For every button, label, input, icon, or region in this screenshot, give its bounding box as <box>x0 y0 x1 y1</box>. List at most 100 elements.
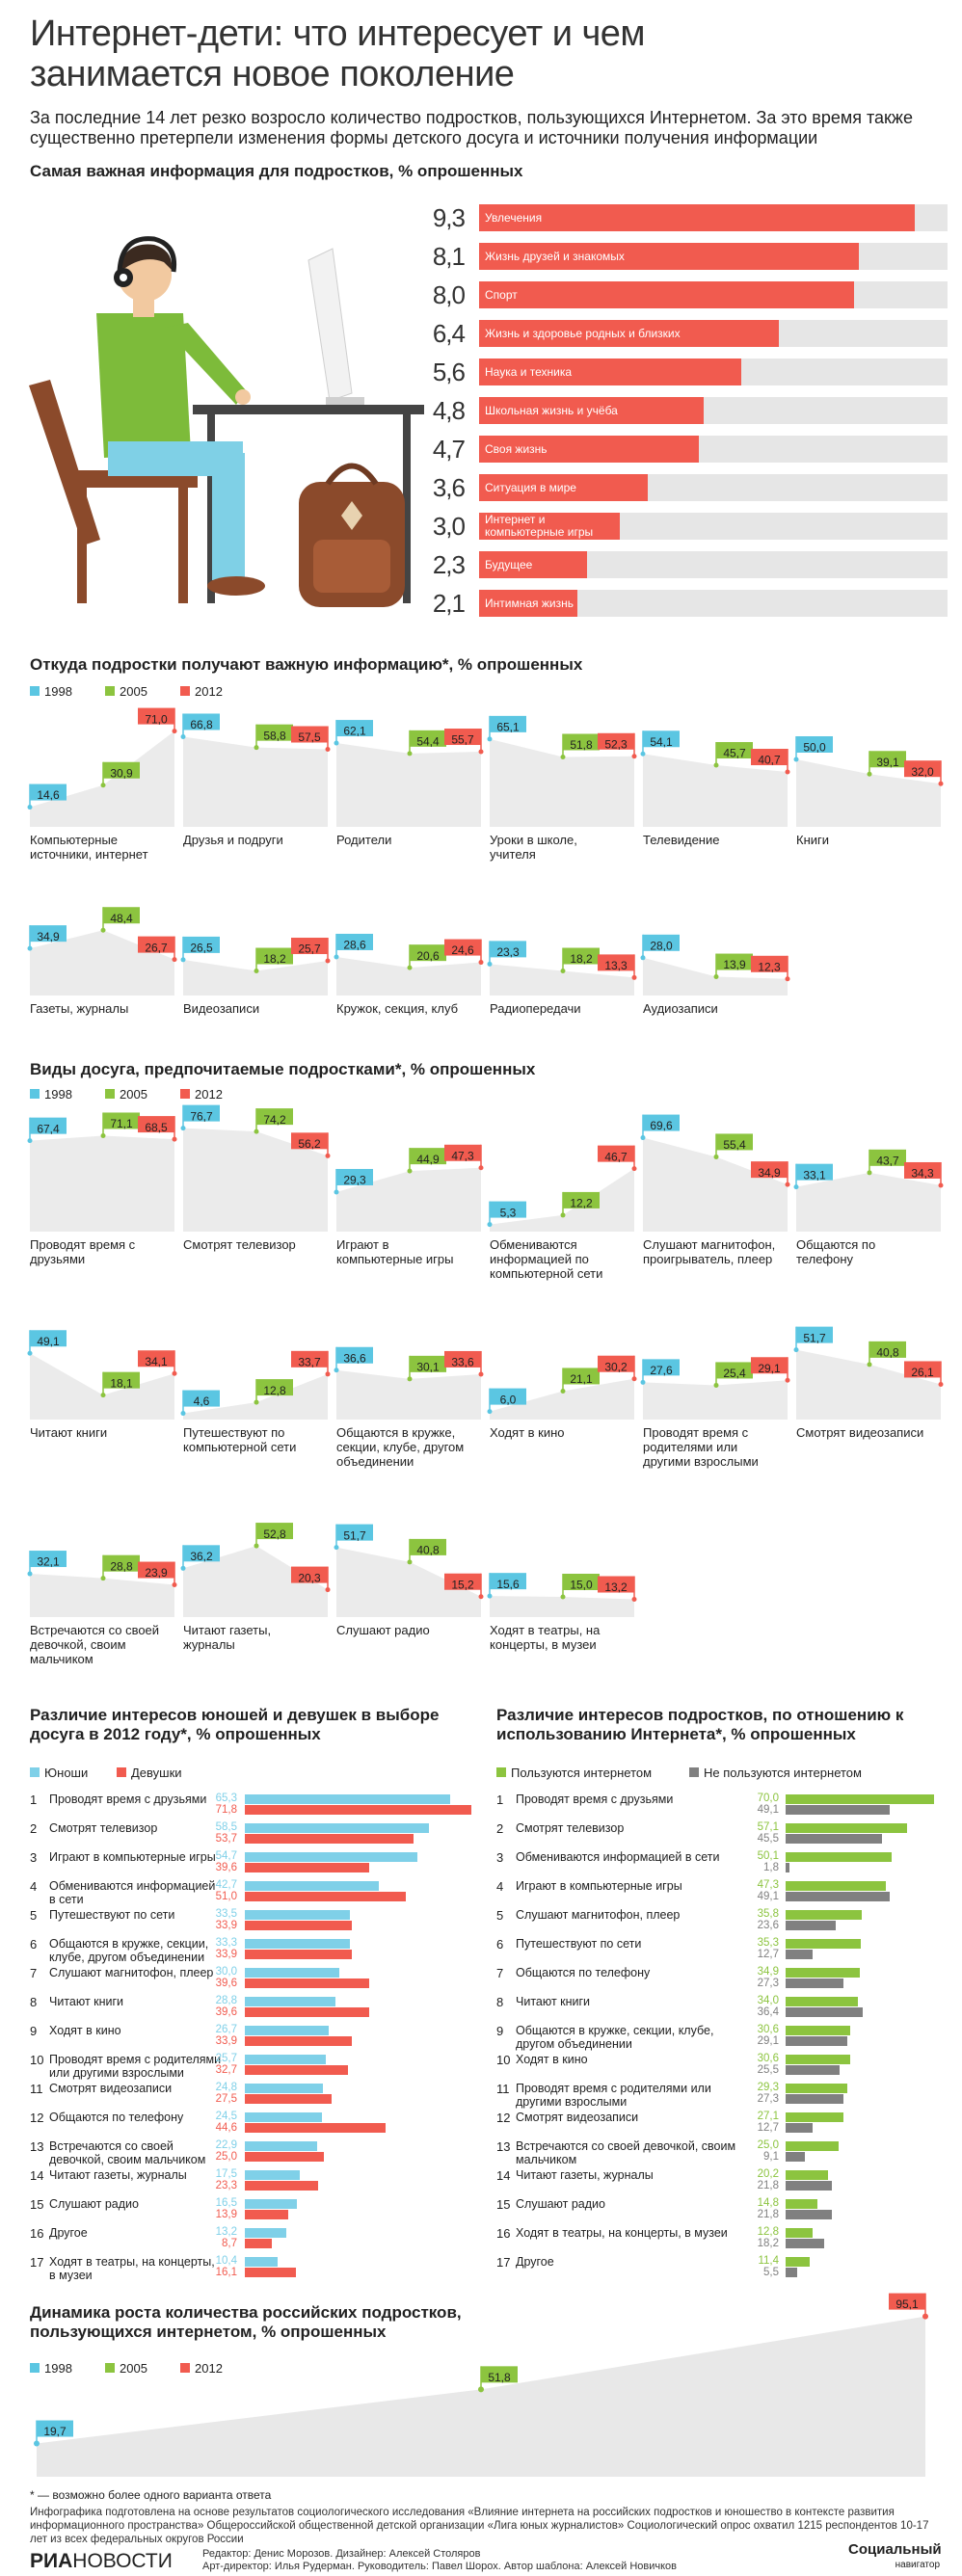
bar <box>786 2257 811 2267</box>
mini-chart: 4,6 12,8 33,7 <box>180 1350 331 1420</box>
rank: 17 <box>496 2255 511 2270</box>
value-label: 8,1 <box>432 242 466 271</box>
category-label: Слушают радио <box>49 2197 139 2211</box>
mini-chart: 26,5 18,2 25,7 <box>180 936 331 996</box>
bar <box>786 2181 832 2191</box>
flag <box>598 1576 634 1593</box>
logo-left-rest: НОВОСТИ <box>72 2550 173 2572</box>
point <box>785 769 790 775</box>
value-label: 28,8 <box>110 1559 133 1573</box>
logo-right: Социальный навигатор <box>848 2542 942 2573</box>
area <box>490 1596 634 1617</box>
value-label: 39,6 <box>215 2006 237 2018</box>
bar <box>245 2228 287 2238</box>
flag <box>904 1361 941 1378</box>
value-label: 48,4 <box>110 912 133 925</box>
rank: 15 <box>496 2197 511 2212</box>
flag <box>30 1330 67 1347</box>
value-label: 76,7 <box>190 1109 213 1123</box>
point <box>27 1138 33 1144</box>
monitor <box>307 248 353 402</box>
flag <box>103 907 140 924</box>
value-label: 28,6 <box>343 939 366 952</box>
flag <box>716 742 753 759</box>
rank: 1 <box>496 1793 504 1807</box>
mini-chart: 33,1 43,7 34,3 <box>793 1149 944 1232</box>
bar <box>786 1997 858 2006</box>
bar <box>245 1950 352 1959</box>
legend-label: 1998 <box>44 1087 72 1102</box>
bar <box>786 2123 813 2133</box>
bar <box>245 1939 350 1949</box>
mini-chart: 51,7 40,8 26,1 <box>793 1326 944 1420</box>
value-label: 26,7 <box>145 941 168 954</box>
bar <box>245 2199 297 2209</box>
flag <box>336 933 373 950</box>
point <box>254 745 259 751</box>
category-label: Играют в компьютерные игры <box>49 1850 216 1864</box>
bar-label: Будущее <box>485 557 533 571</box>
flag <box>291 1566 328 1583</box>
credits: Арт-директор: Илья Рудерман. Руководител… <box>202 2561 678 2572</box>
bar <box>245 2084 323 2093</box>
value-label: 51,7 <box>343 1528 366 1542</box>
flag <box>256 724 293 741</box>
bar <box>245 1997 336 2006</box>
point <box>793 757 799 762</box>
category-label: Ходят в кино <box>490 1425 565 1440</box>
value-label: 54,4 <box>416 735 440 749</box>
rank: 8 <box>496 1995 504 2009</box>
area <box>183 1546 328 1617</box>
bar-label: Жизнь друзей и знакомых <box>485 249 625 263</box>
value-label: 68,5 <box>145 1121 168 1134</box>
point <box>180 733 186 739</box>
legend-label: 1998 <box>44 2361 72 2376</box>
bar <box>786 1968 860 1978</box>
value-label: 32,7 <box>215 2064 237 2076</box>
value-label: 9,3 <box>432 203 466 232</box>
legend-swatch <box>30 1089 40 1099</box>
point <box>34 2440 40 2447</box>
point <box>631 1166 637 1172</box>
bar-label: Интимная жизнь <box>485 596 574 610</box>
mini-chart: 49,1 18,1 34,1 <box>27 1330 177 1420</box>
rank: 16 <box>30 2226 44 2241</box>
flag <box>183 1104 220 1122</box>
bar <box>786 2036 848 2046</box>
illustration <box>29 236 424 607</box>
flag <box>598 732 634 750</box>
flag <box>336 1168 373 1185</box>
flag <box>869 1149 906 1166</box>
flag <box>490 1573 526 1590</box>
backpack-badge <box>341 501 362 530</box>
category-label: Путешествуют по сети <box>516 1937 642 1951</box>
chair-leg <box>77 488 87 603</box>
flag <box>256 947 293 965</box>
point <box>478 2386 484 2393</box>
bar <box>245 2181 319 2191</box>
value-label: 51,7 <box>803 1331 826 1344</box>
bar <box>245 2239 273 2248</box>
legend-label: 1998 <box>44 684 72 699</box>
point <box>172 957 177 963</box>
value-label: 65,1 <box>496 721 520 734</box>
point <box>407 751 413 757</box>
flag <box>410 730 446 747</box>
point <box>180 957 186 963</box>
mini-chart: 76,7 74,2 56,2 <box>180 1104 331 1232</box>
category-label: Общаются по телефону <box>516 1966 651 1979</box>
flag <box>410 1355 446 1372</box>
point <box>867 771 872 777</box>
bar <box>245 1834 414 1844</box>
bar-label: Ситуация в мире <box>485 480 576 494</box>
flag <box>563 733 600 751</box>
category-label: Ходят в театры, на концерты, в музеи <box>516 2226 728 2240</box>
area <box>490 1168 634 1232</box>
rank: 8 <box>30 1995 38 2009</box>
category-label: Ходят в кино <box>516 2053 588 2066</box>
category-label: Смотрят телевизор <box>183 1237 296 1252</box>
bar <box>786 2007 864 2017</box>
bar-label: Увлечения <box>485 210 543 225</box>
value-label: 71,1 <box>110 1117 133 1130</box>
bar-label: Школьная жизнь и учёба <box>485 403 618 417</box>
